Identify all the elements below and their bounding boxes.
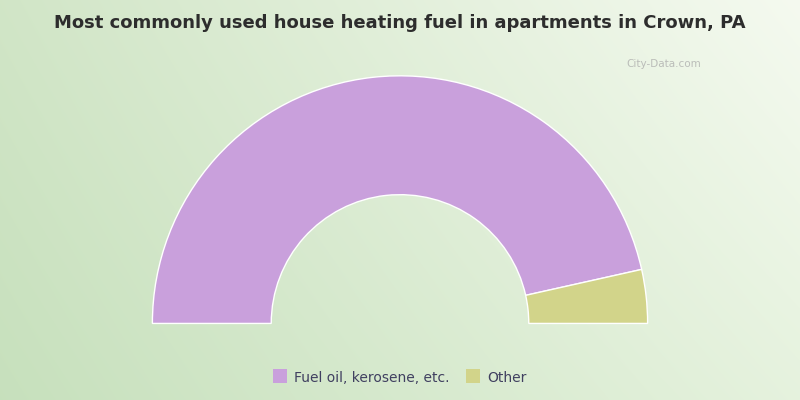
Text: City-Data.com: City-Data.com (626, 59, 702, 69)
Legend: Fuel oil, kerosene, etc., Other: Fuel oil, kerosene, etc., Other (270, 367, 530, 389)
Wedge shape (152, 76, 642, 324)
Text: Most commonly used house heating fuel in apartments in Crown, PA: Most commonly used house heating fuel in… (54, 14, 746, 32)
Wedge shape (526, 270, 648, 324)
